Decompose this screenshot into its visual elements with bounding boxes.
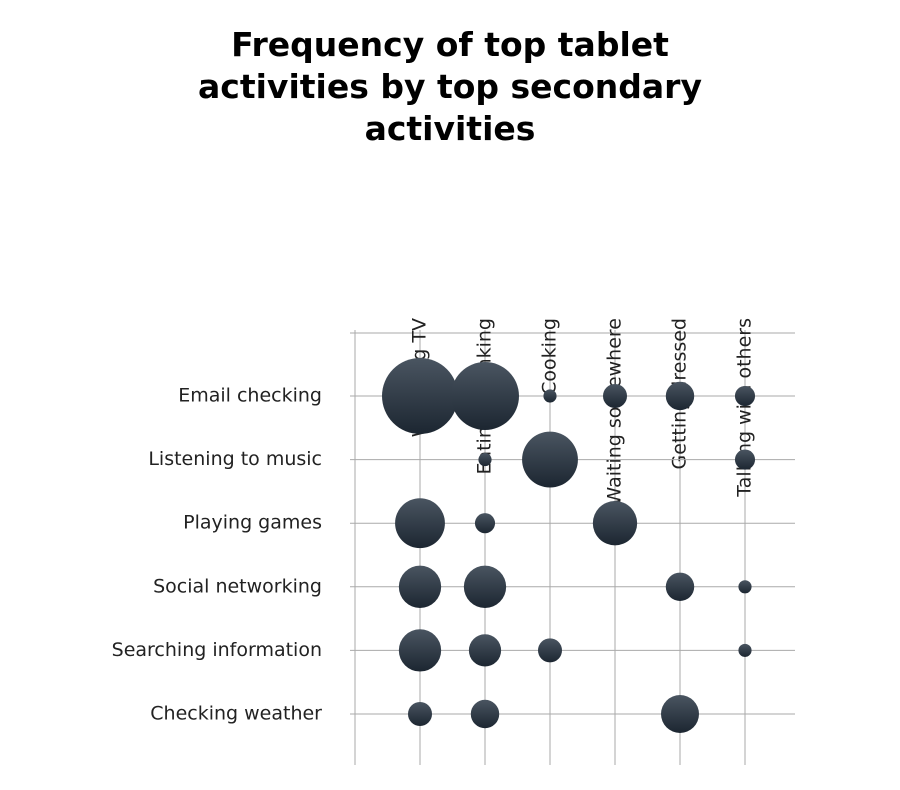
bubble: [398, 629, 442, 672]
bubble: [470, 699, 500, 729]
bubble: [661, 695, 699, 733]
column-label: Talking with others: [734, 318, 756, 498]
bubble: [665, 381, 695, 411]
bubble: [738, 643, 752, 657]
row-label: Email checking: [178, 385, 322, 407]
bubble: [592, 501, 638, 546]
bubble: [522, 431, 578, 488]
bubble: [734, 385, 756, 407]
bubble: [543, 389, 557, 403]
row-label: Checking weather: [150, 703, 322, 725]
column-label: Waiting somewhere: [604, 318, 626, 505]
row-label: Social networking: [153, 575, 322, 597]
bubble: [398, 565, 442, 608]
bubble: [738, 580, 752, 594]
bubble: [407, 701, 433, 727]
row-label: Playing games: [183, 512, 322, 534]
bubble: [665, 572, 695, 602]
row-label: Listening to music: [148, 448, 322, 470]
bubble: [382, 358, 458, 434]
bubble: [463, 565, 507, 608]
bubble: [474, 513, 496, 534]
bubble: [734, 449, 756, 470]
bubble: [451, 362, 519, 430]
bubble: [537, 638, 563, 663]
bubble: [395, 498, 445, 549]
chart-title: Frequency of top tablet activities by to…: [198, 25, 702, 148]
bubble: [602, 383, 628, 409]
bubble: [468, 634, 502, 667]
row-label: Searching information: [112, 639, 322, 661]
column-label: Cooking: [539, 318, 561, 395]
bubble: [478, 453, 492, 467]
